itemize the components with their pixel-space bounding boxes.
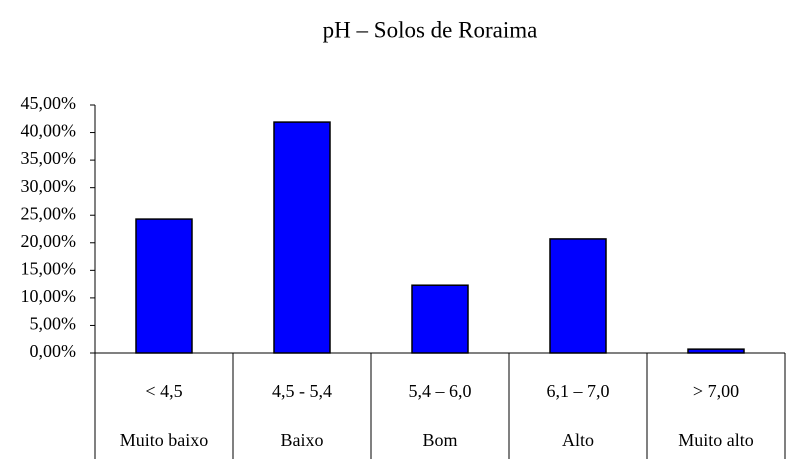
y-tick-label: 15,00%	[21, 258, 77, 278]
y-tick-label: 45,00%	[21, 93, 77, 113]
y-tick-label: 10,00%	[21, 286, 77, 306]
y-tick-label: 35,00%	[21, 148, 77, 168]
bar	[549, 238, 607, 354]
y-tick-label: 5,00%	[30, 314, 77, 334]
category-name: Muito alto	[678, 430, 754, 450]
x-tick-label: > 7,00	[693, 381, 739, 401]
y-tick-label: 40,00%	[21, 121, 77, 141]
x-tick-label: 5,4 – 6,0	[409, 381, 472, 401]
y-tick-label: 30,00%	[21, 176, 77, 196]
category-name: Baixo	[281, 430, 324, 450]
category-name: Alto	[562, 430, 594, 450]
bar	[687, 348, 745, 354]
x-tick-label: 6,1 – 7,0	[547, 381, 610, 401]
bar	[135, 218, 193, 354]
category-name: Muito baixo	[120, 430, 209, 450]
category-name: Bom	[422, 430, 457, 450]
bar	[411, 284, 469, 354]
y-tick-label: 25,00%	[21, 203, 77, 223]
chart-title: pH – Solos de Roraima	[323, 17, 538, 42]
x-tick-label: 4,5 - 5,4	[272, 381, 332, 401]
y-tick-label: 0,00%	[30, 341, 77, 361]
y-tick-label: 20,00%	[21, 231, 77, 251]
x-tick-label: < 4,5	[145, 381, 182, 401]
bar	[273, 121, 331, 354]
